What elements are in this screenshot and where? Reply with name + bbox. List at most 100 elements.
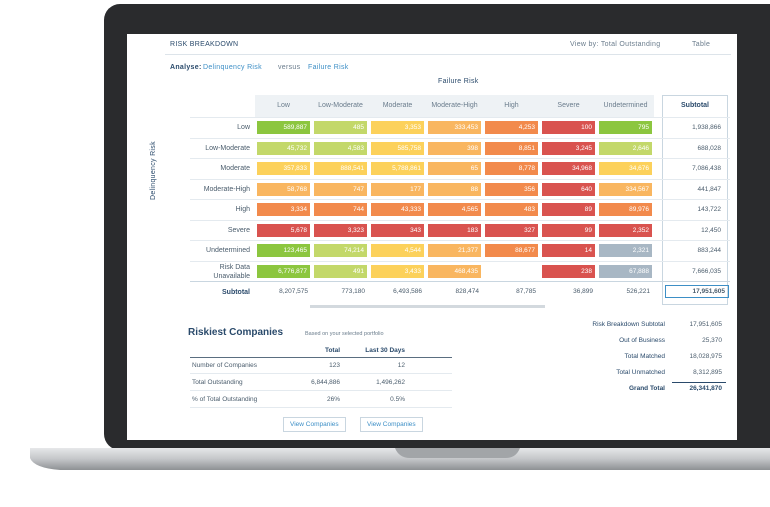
heat-cell[interactable]: 3,353 bbox=[371, 121, 424, 134]
heat-cell[interactable]: 3,245 bbox=[542, 141, 595, 155]
header-band bbox=[255, 95, 654, 117]
heat-cell[interactable]: 65 bbox=[428, 162, 481, 175]
heat-cell[interactable]: 4,544 bbox=[371, 244, 424, 257]
heat-cell[interactable]: 58,768 bbox=[257, 182, 310, 196]
row-label: Moderate-High bbox=[203, 185, 250, 193]
heat-cell[interactable]: 747 bbox=[314, 182, 367, 196]
heat-cell[interactable]: 88 bbox=[428, 182, 481, 196]
heat-cell[interactable]: 21,377 bbox=[428, 244, 481, 257]
view-companies-button[interactable]: View Companies bbox=[360, 417, 423, 432]
heat-cell[interactable]: 14 bbox=[542, 244, 595, 257]
heat-cell[interactable]: 491 bbox=[314, 264, 367, 278]
heat-cell[interactable]: 744 bbox=[314, 203, 367, 216]
riskiest-value: 1,496,262 bbox=[376, 379, 405, 386]
row-line bbox=[190, 373, 452, 374]
column-header: Severe bbox=[557, 102, 580, 109]
row-line bbox=[190, 219, 730, 221]
view-companies-button[interactable]: View Companies bbox=[283, 417, 346, 432]
heat-cell[interactable]: 398 bbox=[428, 141, 481, 155]
heat-cell[interactable]: 888,541 bbox=[314, 162, 367, 175]
row-subtotal: 883,244 bbox=[697, 247, 722, 254]
subtotal-label: Subtotal bbox=[222, 289, 250, 296]
header-line bbox=[190, 357, 452, 358]
heat-cell[interactable]: 485 bbox=[314, 121, 367, 134]
heat-cell[interactable]: 3,334 bbox=[257, 203, 310, 216]
heat-cell[interactable]: 177 bbox=[371, 182, 424, 196]
column-subtotal: 36,899 bbox=[573, 288, 593, 295]
column-title: Failure Risk bbox=[438, 78, 479, 85]
column-header: Moderate bbox=[382, 102, 413, 109]
riskiest-value: 12 bbox=[397, 362, 405, 369]
row-line bbox=[190, 390, 452, 391]
row-label: Low bbox=[237, 124, 250, 131]
heat-cell[interactable]: 327 bbox=[485, 223, 538, 237]
row-risk-select[interactable]: Delinquency Risk bbox=[203, 64, 262, 71]
notch bbox=[395, 448, 520, 458]
heat-cell[interactable]: 45,732 bbox=[257, 141, 310, 155]
heat-cell[interactable]: 4,565 bbox=[428, 203, 481, 216]
heat-cell[interactable]: 2,321 bbox=[599, 244, 652, 257]
row-label: High bbox=[235, 206, 250, 213]
heat-cell[interactable]: 2,646 bbox=[599, 141, 652, 155]
heat-cell[interactable]: 8,778 bbox=[485, 162, 538, 175]
heat-cell[interactable]: 34,968 bbox=[542, 162, 595, 175]
column-subtotal: 87,785 bbox=[516, 288, 536, 295]
row-title: Delinquency Risk bbox=[150, 141, 157, 200]
column-risk-select[interactable]: Failure Risk bbox=[308, 64, 349, 71]
heat-cell[interactable]: 795 bbox=[599, 121, 652, 134]
heat-cell[interactable]: 183 bbox=[428, 223, 481, 237]
heat-cell[interactable]: 356 bbox=[485, 182, 538, 196]
heat-cell[interactable]: 2,352 bbox=[599, 223, 652, 237]
heat-cell[interactable]: 43,333 bbox=[371, 203, 424, 216]
row-subtotal: 12,450 bbox=[701, 226, 721, 234]
heat-cell[interactable]: 640 bbox=[542, 182, 595, 196]
heat-cell[interactable]: 343 bbox=[371, 223, 424, 237]
heat-cell[interactable]: 6,776,877 bbox=[257, 264, 310, 278]
heat-cell[interactable]: 357,833 bbox=[257, 162, 310, 175]
heat-cell[interactable]: 5,678 bbox=[257, 223, 310, 237]
riskiest-title: Riskiest Companies bbox=[188, 327, 284, 338]
row-subtotal: 7,666,035 bbox=[692, 267, 721, 275]
heat-cell[interactable]: 74,214 bbox=[314, 244, 367, 257]
heat-cell[interactable]: 4,583 bbox=[314, 141, 367, 155]
heat-cell[interactable]: 483 bbox=[485, 203, 538, 216]
heat-cell[interactable]: 99 bbox=[542, 223, 595, 237]
column-subtotal: 8,207,575 bbox=[279, 288, 308, 295]
heat-cell[interactable]: 123,465 bbox=[257, 244, 310, 257]
heat-cell[interactable]: 3,323 bbox=[314, 223, 367, 237]
row-line bbox=[190, 281, 730, 282]
column-header: Moderate-High bbox=[431, 102, 478, 109]
column-header: Subtotal bbox=[681, 102, 709, 109]
heat-cell[interactable]: 238 bbox=[542, 264, 595, 278]
heat-cell[interactable]: 589,887 bbox=[257, 121, 310, 134]
total-rule bbox=[672, 382, 726, 383]
heat-cell[interactable]: 333,453 bbox=[428, 121, 481, 134]
heat-cell[interactable]: 4,253 bbox=[485, 121, 538, 134]
row-label: Low-Moderate bbox=[205, 144, 250, 152]
column-header: Low-Moderate bbox=[318, 102, 363, 109]
total-value: 8,312,895 bbox=[693, 369, 722, 376]
heat-cell[interactable]: 468,435 bbox=[428, 264, 481, 278]
heat-cell[interactable]: 3,433 bbox=[371, 264, 424, 278]
heat-cell[interactable]: 88,677 bbox=[485, 244, 538, 257]
riskiest-value: 123 bbox=[329, 362, 340, 369]
heat-cell[interactable]: 67,888 bbox=[599, 264, 652, 278]
heat-cell[interactable]: 8,851 bbox=[485, 141, 538, 155]
row-line bbox=[190, 199, 730, 200]
heat-cell[interactable]: 334,567 bbox=[599, 182, 652, 196]
analyse-label: Analyse: bbox=[170, 64, 202, 71]
view-toggle[interactable]: Table bbox=[692, 41, 711, 48]
heat-cell[interactable]: 34,676 bbox=[599, 162, 652, 175]
heat-cell[interactable]: 100 bbox=[542, 121, 595, 134]
total-label: Out of Business bbox=[619, 337, 665, 344]
heat-cell[interactable]: 89 bbox=[542, 203, 595, 216]
view-by[interactable]: View by: Total Outstanding bbox=[570, 41, 661, 48]
column-subtotal: 17,951,605 bbox=[665, 285, 729, 298]
riskiest-value: 26% bbox=[326, 396, 340, 403]
row-line bbox=[190, 158, 730, 159]
total-value: 17,951,605 bbox=[689, 321, 722, 328]
heat-cell[interactable]: 5,788,861 bbox=[371, 162, 424, 175]
row-line bbox=[190, 260, 730, 262]
heat-cell[interactable]: 89,976 bbox=[599, 203, 652, 216]
heat-cell[interactable]: 585,758 bbox=[371, 141, 424, 155]
